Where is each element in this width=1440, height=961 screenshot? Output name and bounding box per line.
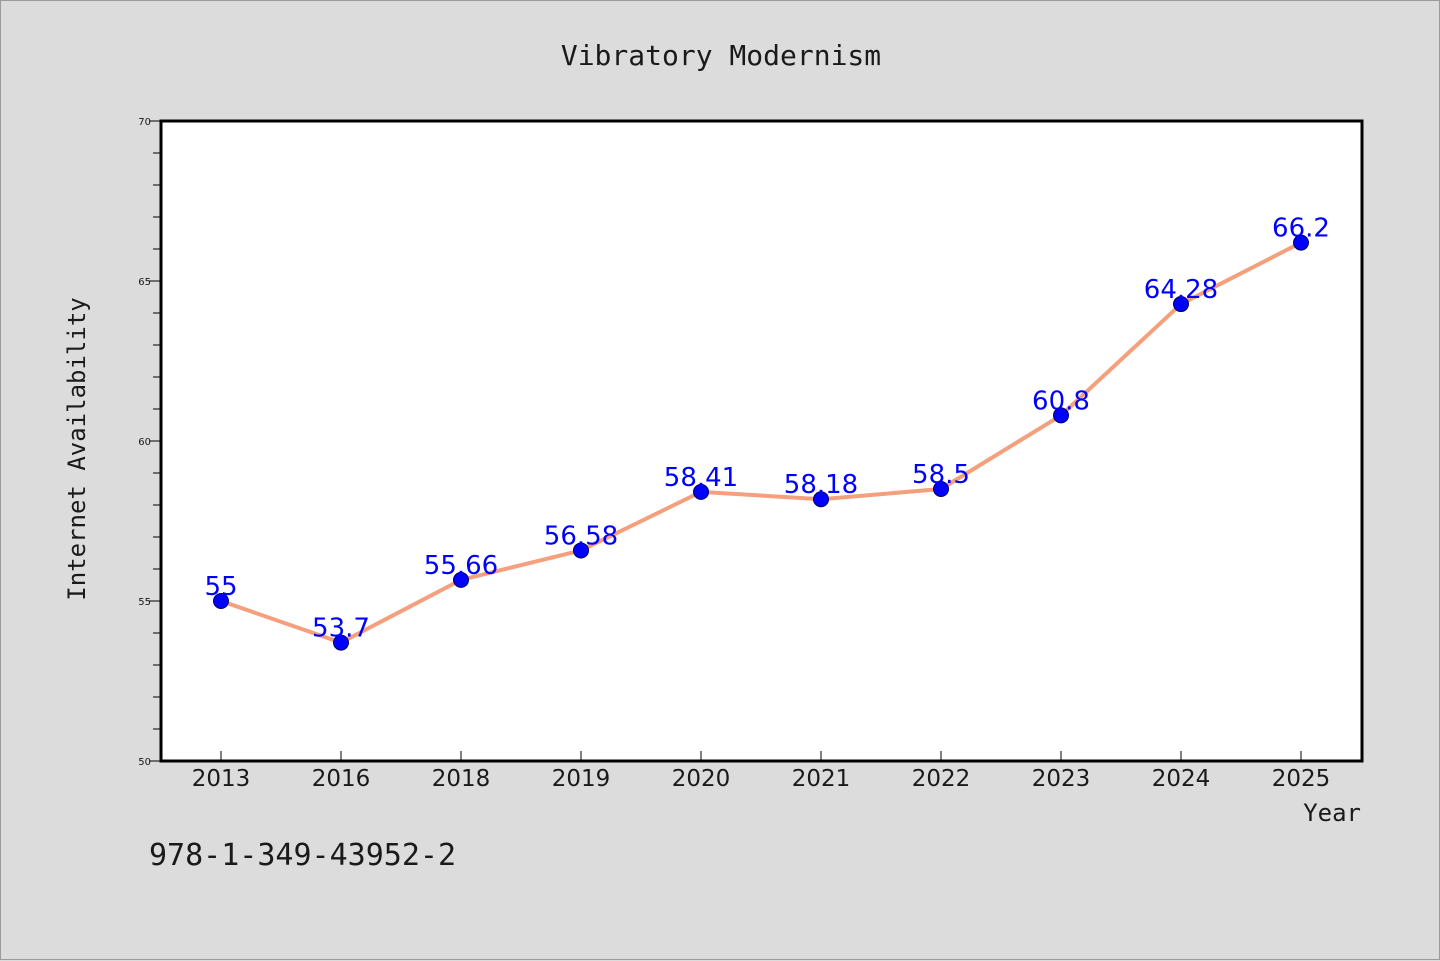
y-tick-label: 65 bbox=[138, 277, 151, 288]
data-label: 56.58 bbox=[544, 521, 618, 551]
chart-title: Vibratory Modernism bbox=[561, 39, 881, 72]
data-label: 58.5 bbox=[912, 460, 970, 490]
data-point bbox=[453, 571, 469, 588]
data-point bbox=[573, 542, 589, 559]
x-tick-label: 2020 bbox=[672, 766, 731, 792]
x-tick-label: 2019 bbox=[552, 766, 611, 792]
data-point bbox=[813, 491, 829, 508]
data-label: 66.2 bbox=[1272, 214, 1330, 244]
data-point bbox=[333, 634, 349, 651]
data-label: 53.7 bbox=[312, 614, 370, 644]
plot-area bbox=[159, 119, 1364, 763]
y-axis: 50 55 60 65 70 bbox=[138, 117, 161, 768]
data-point bbox=[1053, 407, 1069, 424]
x-tick-label: 2013 bbox=[192, 766, 251, 792]
y-tick-label: 70 bbox=[138, 117, 151, 128]
series-layer: 55 53.7 55.66 56.58 58.41 58.18 58.5 60.8 64.28 6… bbox=[204, 214, 1330, 651]
x-axis: 2013 2016 2018 2019 2020 2021 2022 2023 2024 2025 bbox=[192, 751, 1331, 792]
y-tick-label: 50 bbox=[138, 757, 151, 768]
x-tick-label: 2024 bbox=[1152, 766, 1211, 792]
data-label: 55.66 bbox=[424, 551, 498, 581]
x-tick-label: 2022 bbox=[912, 766, 971, 792]
data-label: 58.18 bbox=[784, 470, 858, 500]
x-tick-label: 2025 bbox=[1272, 766, 1331, 792]
data-point bbox=[1293, 234, 1309, 251]
isbn-annotation: 978-1-349-43952-2 bbox=[149, 838, 456, 873]
data-point bbox=[213, 593, 229, 609]
y-axis-label: Internet Availability bbox=[63, 297, 91, 600]
x-axis-label: Year bbox=[1303, 799, 1361, 827]
x-tick-label: 2023 bbox=[1032, 766, 1091, 792]
data-label: 55 bbox=[204, 572, 237, 602]
x-tick-label: 2016 bbox=[312, 766, 371, 792]
data-point bbox=[693, 483, 709, 500]
x-tick-label: 2018 bbox=[432, 766, 491, 792]
data-label: 64.28 bbox=[1144, 275, 1218, 305]
y-tick-label: 60 bbox=[138, 437, 151, 448]
series-line bbox=[219, 240, 1303, 645]
data-label: 60.8 bbox=[1032, 386, 1090, 416]
x-tick-label: 2021 bbox=[792, 766, 851, 792]
data-point bbox=[1173, 296, 1189, 313]
data-point bbox=[933, 481, 949, 497]
y-tick-label: 55 bbox=[138, 597, 151, 608]
data-label: 58.41 bbox=[664, 463, 738, 493]
